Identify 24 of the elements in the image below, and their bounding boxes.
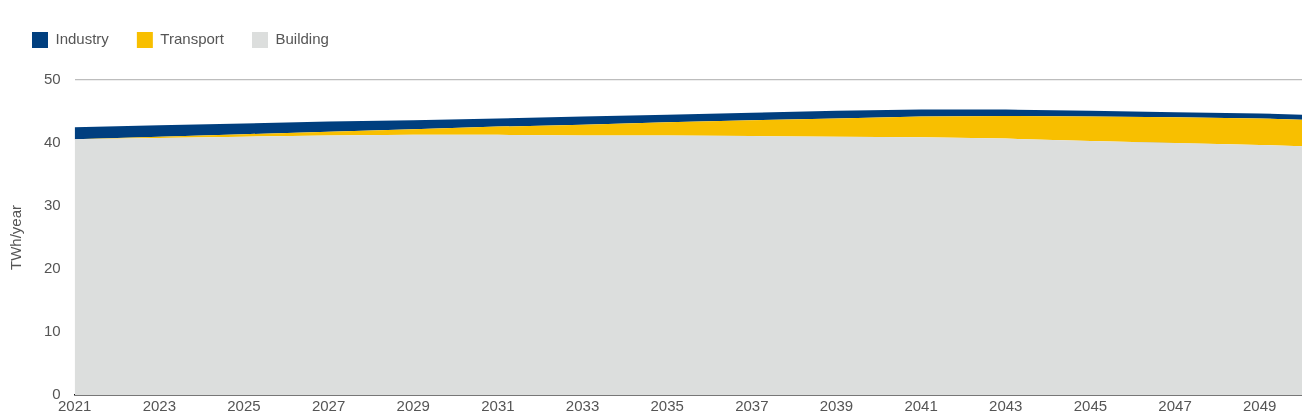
x-tick-label: 2027 <box>311 397 346 415</box>
y-tick-label: 30 <box>44 196 61 214</box>
x-tick-label: 2041 <box>904 397 938 415</box>
x-tick-label: 2033 <box>565 397 600 415</box>
x-tick-label: 2039 <box>819 397 854 415</box>
y-tick-label: 40 <box>44 133 61 151</box>
x-tick-label: 2023 <box>142 397 177 415</box>
y-tick-label: 50 <box>44 70 61 88</box>
legend-label: Industry <box>55 30 110 48</box>
x-tick-label: 2031 <box>481 397 515 415</box>
y-axis-title: TWh/year <box>7 204 25 271</box>
legend-label: Transport <box>160 30 225 48</box>
x-tick-label: 2035 <box>650 397 684 415</box>
legend-label: Building <box>275 30 329 48</box>
x-tick-label: 2025 <box>227 397 261 415</box>
x-tick-label: 2037 <box>735 397 769 415</box>
y-tick-label: 10 <box>44 322 61 340</box>
x-tick-label: 2047 <box>1158 397 1192 415</box>
x-tick-label: 2049 <box>1242 397 1277 415</box>
y-tick-label: 20 <box>44 259 61 277</box>
x-tick-label: 2029 <box>396 397 430 415</box>
x-tick-label: 2021 <box>58 397 92 415</box>
x-tick-label: 2045 <box>1073 397 1108 415</box>
x-tick-label: 2043 <box>989 397 1023 415</box>
